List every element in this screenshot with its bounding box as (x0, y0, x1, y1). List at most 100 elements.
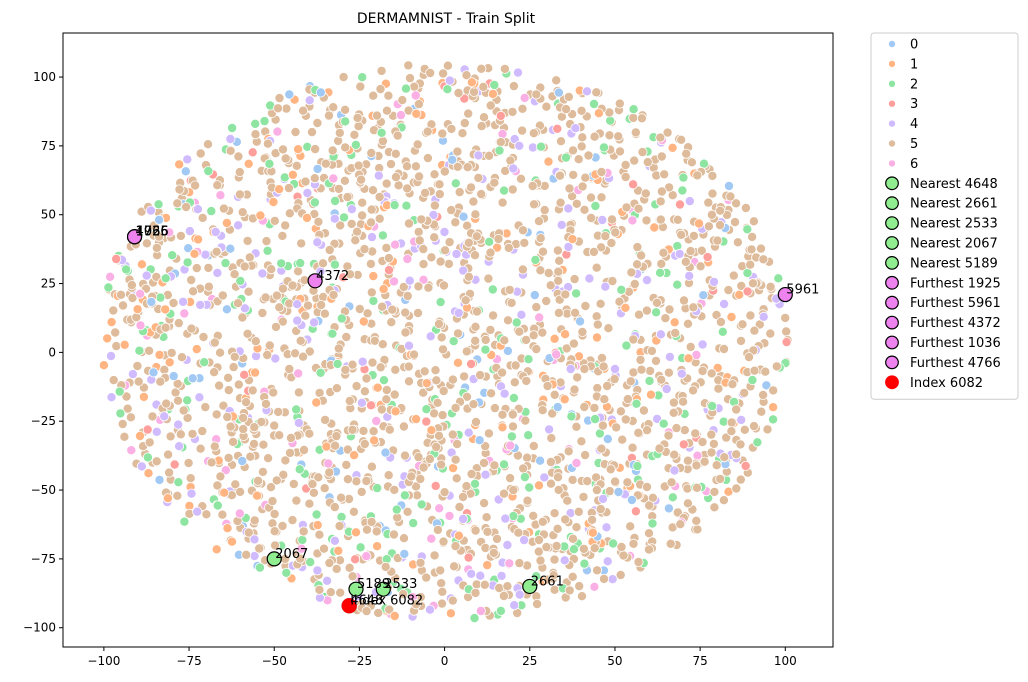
data-point (385, 159, 396, 170)
legend-marker (888, 80, 896, 88)
plot-frame (62, 32, 834, 648)
data-point (747, 231, 758, 242)
data-point (338, 72, 349, 83)
data-point (552, 402, 563, 413)
data-point (233, 379, 244, 390)
data-point (266, 264, 277, 275)
y-tick-label: 25 (41, 277, 56, 291)
data-point (234, 508, 245, 519)
data-point (400, 83, 411, 94)
data-point (591, 311, 602, 322)
data-point (531, 302, 542, 313)
data-point (422, 153, 433, 164)
data-point (589, 402, 600, 413)
data-point (433, 430, 444, 441)
data-point (136, 259, 147, 270)
data-point (160, 273, 171, 284)
data-point (611, 422, 622, 433)
data-point (502, 540, 513, 551)
data-point (566, 411, 577, 422)
data-point (547, 408, 558, 419)
data-point (450, 217, 461, 228)
data-point (256, 416, 267, 427)
data-point (390, 406, 401, 417)
legend-marker (885, 275, 899, 290)
data-point (468, 86, 479, 97)
data-point (361, 475, 372, 486)
data-point (646, 345, 657, 356)
data-point (317, 258, 328, 269)
data-point (508, 392, 519, 403)
data-point (652, 297, 663, 308)
data-point (243, 158, 254, 169)
data-point (577, 591, 588, 602)
data-point (234, 167, 245, 178)
data-point (309, 173, 320, 184)
data-point (194, 392, 205, 403)
data-point (197, 426, 208, 437)
data-point (549, 508, 560, 519)
data-point (338, 212, 349, 223)
data-point (188, 286, 199, 297)
data-point (601, 522, 612, 533)
data-point (187, 428, 198, 439)
data-point (577, 132, 588, 143)
data-point (604, 486, 615, 497)
data-point (425, 68, 436, 79)
data-point (572, 372, 583, 383)
data-point (688, 302, 699, 313)
data-point (418, 259, 429, 270)
data-point (366, 287, 377, 298)
data-point (399, 490, 410, 501)
data-point (169, 459, 180, 470)
legend-marker (885, 256, 899, 270)
data-point (466, 77, 477, 88)
data-point (600, 231, 611, 242)
data-point (220, 258, 231, 269)
data-point (678, 172, 689, 183)
data-point (350, 139, 361, 150)
data-point (567, 571, 578, 582)
data-point (672, 214, 683, 225)
legend-marker (888, 99, 896, 108)
data-point (621, 202, 632, 213)
data-point (450, 402, 461, 413)
data-point (410, 161, 421, 172)
data-point (368, 295, 379, 306)
highlight-label: 2067 (275, 547, 308, 562)
data-point (173, 477, 184, 488)
data-point (768, 414, 779, 425)
data-point (402, 506, 413, 517)
data-point (354, 303, 365, 314)
data-point (711, 309, 722, 320)
data-point (760, 366, 771, 377)
data-point (202, 139, 213, 150)
data-point (571, 457, 582, 468)
data-point (715, 205, 726, 216)
data-point (193, 234, 204, 245)
data-point (203, 166, 214, 177)
data-point (284, 89, 295, 100)
data-point (111, 341, 122, 352)
data-point (608, 538, 619, 549)
x-tick-label: 0 (441, 654, 449, 668)
data-point (589, 543, 600, 554)
data-point (621, 340, 632, 351)
data-point (375, 362, 386, 373)
data-point (731, 449, 742, 460)
data-point (415, 557, 426, 568)
data-point (184, 226, 195, 237)
data-point (167, 250, 178, 261)
data-point (247, 385, 258, 396)
data-point (349, 450, 360, 461)
data-point (225, 133, 236, 144)
data-point (232, 298, 243, 309)
data-point (685, 341, 696, 352)
data-point (402, 253, 413, 264)
data-point (161, 398, 172, 409)
data-point (329, 535, 340, 546)
data-point (663, 430, 674, 441)
data-point (285, 432, 296, 443)
data-point (651, 355, 662, 366)
